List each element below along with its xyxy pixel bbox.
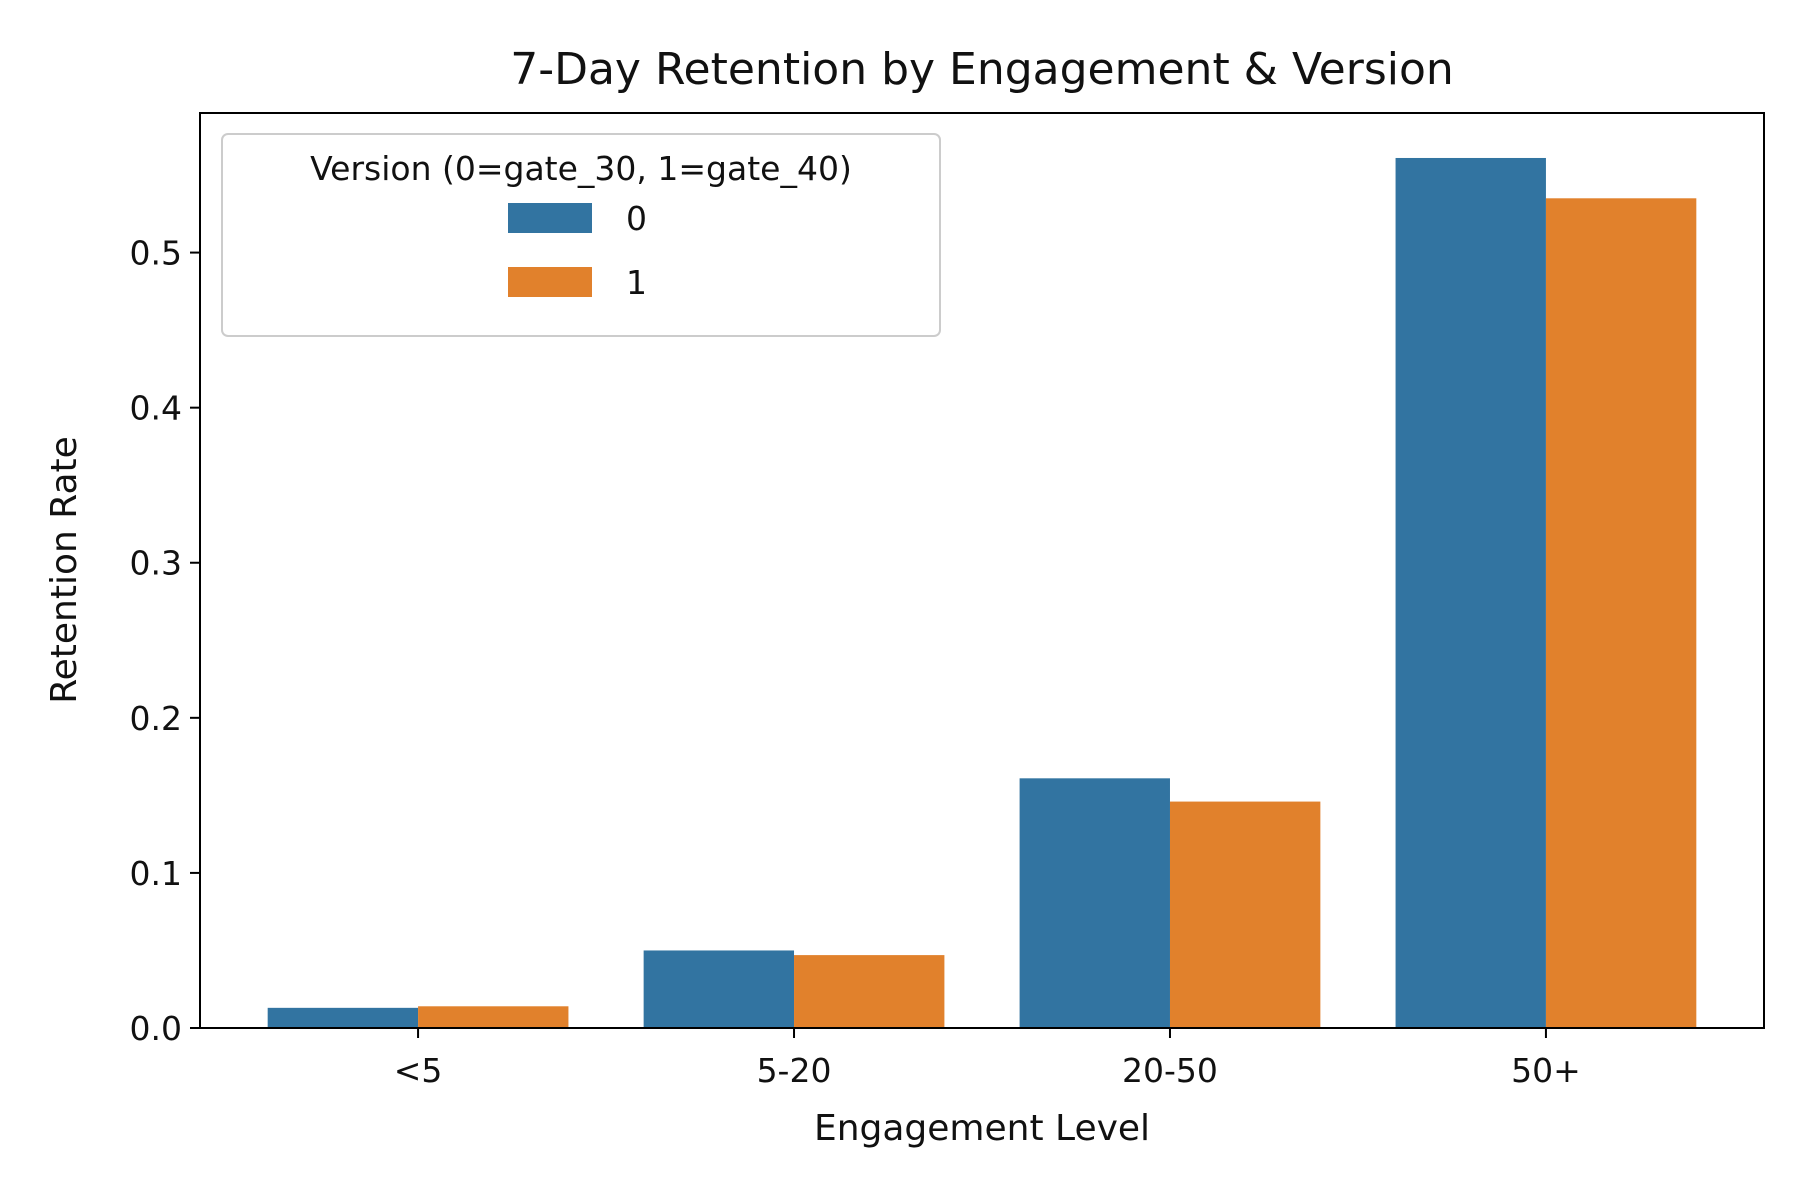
legend-swatch-0 bbox=[508, 203, 592, 233]
bar-20-50-version-1 bbox=[1169, 801, 1321, 1028]
legend-label-0: 0 bbox=[626, 199, 647, 238]
legend-box bbox=[221, 133, 941, 337]
x-tick-label: 5-20 bbox=[757, 1051, 832, 1090]
y-tick-label: 0.1 bbox=[130, 854, 182, 893]
legend-label-1: 1 bbox=[626, 263, 647, 302]
x-axis-label: Engagement Level bbox=[814, 1108, 1150, 1149]
y-tick-label: 0.3 bbox=[130, 544, 182, 583]
bar-<5-version-0 bbox=[267, 1007, 419, 1028]
x-tick-label: <5 bbox=[394, 1051, 443, 1090]
x-tick-label: 20-50 bbox=[1122, 1051, 1218, 1090]
plot-frame bbox=[199, 112, 1765, 1029]
bar-50+-version-0 bbox=[1395, 157, 1546, 1028]
y-axis-ticks: 0.0 0.1 0.2 0.3 0.4 0.5 bbox=[130, 234, 200, 1048]
legend: Version (0=gate_30, 1=gate_40) 01 bbox=[221, 133, 941, 337]
y-tick-label: 0.2 bbox=[130, 699, 182, 738]
x-axis-ticks: <5 5-20 20-50 50+ bbox=[394, 1028, 1581, 1090]
bars-layer bbox=[267, 157, 1697, 1028]
y-axis-label: Retention Rate bbox=[44, 436, 85, 704]
bar-<5-version-1 bbox=[418, 1006, 569, 1028]
legend-swatch-1 bbox=[508, 267, 592, 297]
legend-entries: 01 bbox=[508, 199, 647, 302]
y-tick-label: 0.0 bbox=[130, 1009, 182, 1048]
y-tick-label: 0.5 bbox=[130, 234, 182, 273]
legend-title: Version (0=gate_30, 1=gate_40) bbox=[310, 149, 852, 188]
chart-title: 7-Day Retention by Engagement & Version bbox=[510, 44, 1454, 95]
y-tick-label: 0.4 bbox=[130, 389, 182, 428]
x-tick-label: 50+ bbox=[1511, 1051, 1581, 1090]
bar-20-50-version-0 bbox=[1019, 778, 1170, 1028]
bar-5-20-version-0 bbox=[643, 950, 795, 1028]
bar-50+-version-1 bbox=[1545, 198, 1697, 1028]
bar-5-20-version-1 bbox=[794, 955, 945, 1028]
